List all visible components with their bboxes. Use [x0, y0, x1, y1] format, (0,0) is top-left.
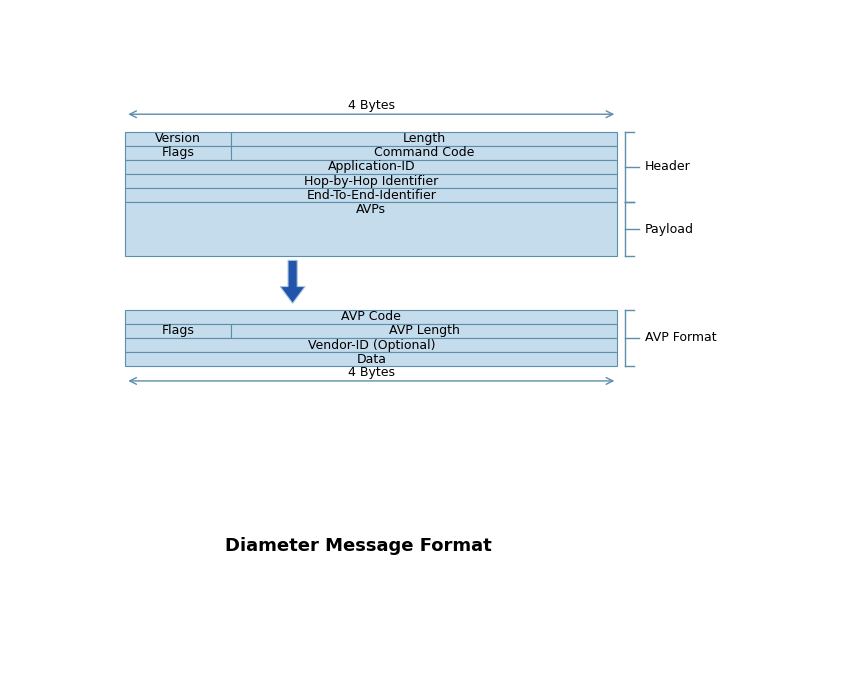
Bar	[231, 146, 618, 160]
Text: AVP Length: AVP Length	[388, 324, 459, 337]
Text: AVPs: AVPs	[356, 203, 387, 216]
Text: Hop-by-Hop Identifier: Hop-by-Hop Identifier	[305, 174, 438, 187]
Bar	[125, 131, 231, 146]
Bar	[125, 338, 617, 352]
Bar	[125, 323, 231, 338]
Bar	[125, 146, 231, 160]
Bar	[125, 160, 617, 174]
Text: Vendor-ID (Optional): Vendor-ID (Optional)	[308, 338, 435, 351]
Text: Payload: Payload	[645, 223, 694, 236]
Bar	[125, 188, 617, 202]
Text: Length: Length	[403, 132, 446, 145]
Text: Version: Version	[156, 132, 201, 145]
Bar	[125, 174, 617, 188]
Text: Flags: Flags	[162, 146, 195, 159]
Bar	[125, 352, 617, 366]
Text: Diameter Message Format: Diameter Message Format	[225, 537, 492, 555]
Bar	[231, 131, 618, 146]
Text: Flags: Flags	[162, 324, 195, 337]
Bar	[231, 323, 618, 338]
Text: Command Code: Command Code	[374, 146, 475, 159]
Text: Header: Header	[645, 161, 690, 174]
Text: 4 Bytes: 4 Bytes	[348, 99, 395, 112]
Polygon shape	[280, 260, 305, 303]
Bar	[125, 202, 617, 256]
Bar	[125, 310, 617, 323]
Text: 4 Bytes: 4 Bytes	[348, 366, 395, 379]
Text: End-To-End-Identifier: End-To-End-Identifier	[306, 189, 437, 202]
Text: AVP Format: AVP Format	[645, 332, 717, 345]
Text: Application-ID: Application-ID	[327, 161, 415, 174]
Text: AVP Code: AVP Code	[341, 310, 401, 323]
Text: Data: Data	[356, 353, 387, 366]
